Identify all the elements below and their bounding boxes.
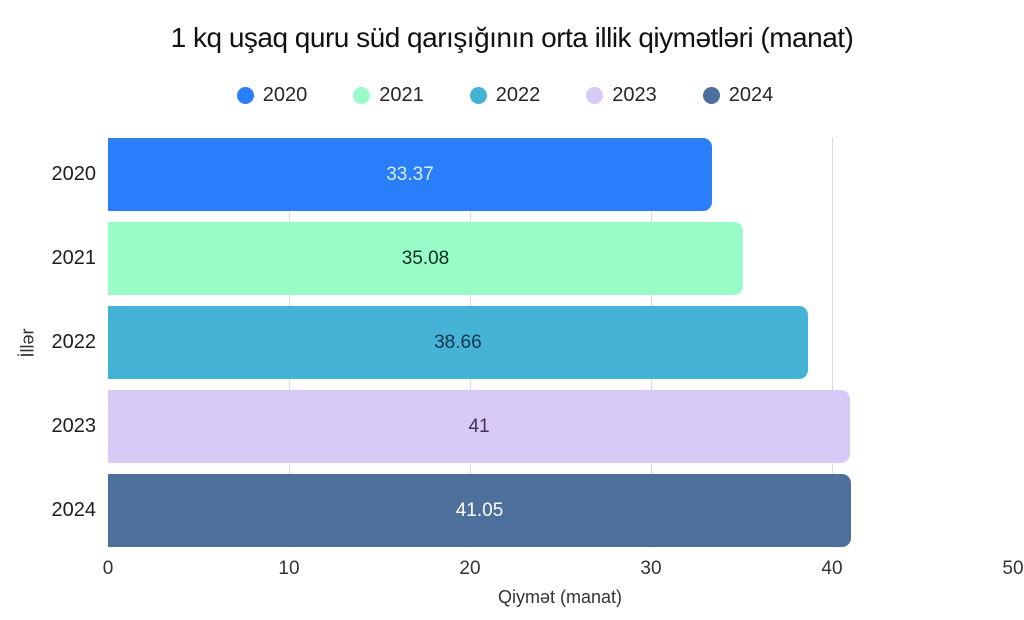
y-tick-label-2020: 2020 (51, 163, 97, 185)
legend-dot-icon (236, 87, 254, 104)
x-tick-label-50: 50 (1002, 558, 1024, 579)
legend-item-2024[interactable]: 2024 (702, 84, 774, 107)
x-tick-label-20: 20 (459, 558, 481, 579)
y-axis-tick-labels: 2020 2021 2022 2023 2024 (0, 138, 97, 548)
legend-dot-icon (353, 87, 371, 104)
gridline-x-40 (832, 138, 833, 548)
bar-value-label: 35.08 (401, 247, 450, 269)
legend-item-2021[interactable]: 2021 (353, 84, 424, 107)
x-tick-label-0: 0 (102, 558, 114, 579)
legend-label: 2021 (379, 84, 424, 106)
bar-value-label: 41.05 (455, 499, 504, 521)
x-axis-tick-labels: 0 10 20 30 40 50 (103, 558, 1024, 582)
bar-2020[interactable]: 33.37 (108, 138, 712, 211)
y-tick-label-2023: 2023 (51, 415, 97, 437)
legend-item-2022[interactable]: 2022 (469, 84, 541, 107)
legend-item-2023[interactable]: 2023 (586, 84, 657, 107)
x-tick-label-10: 10 (278, 558, 300, 579)
x-axis-title: Qiymət (manat) (497, 587, 623, 607)
plot-area: 33.37 35.08 38.66 41 41.05 (108, 138, 1013, 548)
bar-2024[interactable]: 41.05 (108, 474, 851, 547)
legend-dot-icon (586, 87, 604, 104)
x-tick-label-40: 40 (821, 558, 843, 579)
bar-value-label: 38.66 (434, 331, 482, 353)
bar-value-label: 33.37 (386, 163, 434, 185)
legend-item-2020[interactable]: 2020 (236, 84, 308, 107)
bar-2023[interactable]: 41 (108, 390, 851, 463)
legend: 2020 2021 2022 2023 2024 (0, 84, 1010, 107)
y-tick-label-2021: 2021 (51, 247, 97, 269)
legend-dot-icon (469, 87, 487, 104)
y-tick-label-2024: 2024 (51, 499, 97, 521)
x-tick-label-30: 30 (640, 558, 662, 579)
legend-label: 2022 (495, 84, 541, 106)
legend-dot-icon (702, 87, 720, 104)
chart-title: 1 kq uşaq quru süd qarışığının orta illi… (170, 22, 854, 53)
bar-2022[interactable]: 38.66 (108, 306, 808, 379)
legend-label: 2020 (262, 84, 308, 106)
y-tick-label-2022: 2022 (51, 331, 97, 353)
bar-value-label: 41 (468, 415, 490, 437)
bar-2021[interactable]: 35.08 (108, 222, 743, 295)
legend-label: 2023 (612, 84, 657, 106)
legend-label: 2024 (728, 84, 774, 106)
